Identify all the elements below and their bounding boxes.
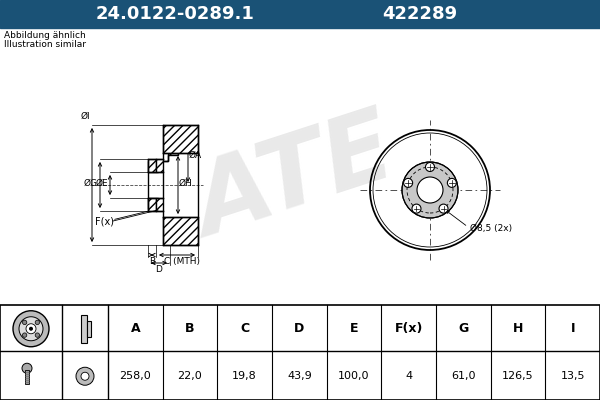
Text: D: D xyxy=(155,265,163,274)
Text: 19,8: 19,8 xyxy=(232,371,257,381)
Text: ØE: ØE xyxy=(95,178,108,188)
Text: F(x): F(x) xyxy=(95,216,114,226)
Bar xyxy=(87,321,91,337)
Text: 100,0: 100,0 xyxy=(338,371,370,381)
Bar xyxy=(0,0,600,28)
Circle shape xyxy=(19,317,43,341)
Text: C: C xyxy=(240,322,249,335)
Text: G: G xyxy=(458,322,469,335)
Circle shape xyxy=(13,311,49,347)
Text: ØH: ØH xyxy=(179,178,193,188)
Text: 422289: 422289 xyxy=(382,5,458,23)
Bar xyxy=(81,315,87,343)
Text: I: I xyxy=(571,322,575,335)
Text: ØG: ØG xyxy=(84,178,98,188)
Text: ATE: ATE xyxy=(183,102,407,258)
Polygon shape xyxy=(163,217,198,245)
Circle shape xyxy=(22,333,27,337)
Text: D: D xyxy=(294,322,304,335)
Text: B: B xyxy=(185,322,195,335)
Polygon shape xyxy=(148,198,158,209)
Polygon shape xyxy=(156,159,163,172)
Circle shape xyxy=(412,204,421,213)
Text: 4: 4 xyxy=(405,371,412,381)
Circle shape xyxy=(425,162,434,172)
Text: B: B xyxy=(149,257,155,266)
Circle shape xyxy=(35,333,40,337)
Polygon shape xyxy=(156,198,163,211)
Polygon shape xyxy=(163,125,198,153)
Text: H: H xyxy=(513,322,523,335)
Circle shape xyxy=(35,320,40,324)
Text: C (MTH): C (MTH) xyxy=(164,257,200,266)
Circle shape xyxy=(76,367,94,385)
Text: A: A xyxy=(131,322,140,335)
Text: 126,5: 126,5 xyxy=(502,371,534,381)
Circle shape xyxy=(417,177,443,203)
Bar xyxy=(0,305,600,400)
Circle shape xyxy=(81,372,89,380)
Text: 258,0: 258,0 xyxy=(119,371,151,381)
Text: E: E xyxy=(350,322,358,335)
Bar xyxy=(25,370,29,384)
Text: 43,9: 43,9 xyxy=(287,371,312,381)
Text: 61,0: 61,0 xyxy=(451,371,476,381)
Text: 22,0: 22,0 xyxy=(178,371,202,381)
Text: Illustration similar: Illustration similar xyxy=(4,40,86,49)
Circle shape xyxy=(439,204,448,213)
Polygon shape xyxy=(148,161,158,172)
Circle shape xyxy=(402,162,458,218)
Text: F(x): F(x) xyxy=(394,322,423,335)
Polygon shape xyxy=(148,159,156,172)
Circle shape xyxy=(29,327,33,331)
Circle shape xyxy=(22,320,27,324)
Text: Ø8,5 (2x): Ø8,5 (2x) xyxy=(470,224,512,232)
Bar xyxy=(0,305,600,400)
Polygon shape xyxy=(148,198,156,211)
Circle shape xyxy=(448,178,457,187)
Circle shape xyxy=(404,178,413,187)
Text: Abbildung ähnlich: Abbildung ähnlich xyxy=(4,31,86,40)
Polygon shape xyxy=(158,153,178,161)
Text: 13,5: 13,5 xyxy=(560,371,585,381)
Circle shape xyxy=(22,363,32,373)
Circle shape xyxy=(26,324,36,334)
Text: ØA: ØA xyxy=(189,150,202,160)
Text: 24.0122-0289.1: 24.0122-0289.1 xyxy=(95,5,254,23)
Bar xyxy=(0,28,600,305)
Text: ØI: ØI xyxy=(80,112,90,121)
